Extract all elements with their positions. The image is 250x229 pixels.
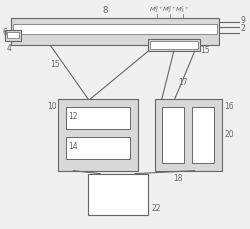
Bar: [148, 40, 200, 52]
Text: 15: 15: [200, 46, 210, 55]
Bar: [13, 25, 218, 34]
Bar: [162, 108, 184, 163]
Text: $M_1^{B+}$: $M_1^{B+}$: [150, 4, 164, 15]
Bar: [155, 100, 222, 171]
Text: 15: 15: [50, 60, 60, 69]
Text: 2: 2: [240, 24, 245, 33]
Text: 18: 18: [173, 173, 182, 182]
Text: 14: 14: [68, 141, 78, 150]
Bar: [5, 30, 20, 42]
Text: 9: 9: [240, 16, 245, 25]
Text: $M_3^{C+}$: $M_3^{C+}$: [175, 4, 190, 15]
Text: $M_2^{B+}$: $M_2^{B+}$: [162, 4, 177, 15]
Text: 17: 17: [178, 78, 187, 87]
Text: 10: 10: [47, 102, 56, 111]
Bar: [66, 108, 130, 129]
Bar: [88, 174, 148, 215]
Text: 22: 22: [152, 203, 161, 212]
Text: 6: 6: [3, 28, 8, 37]
Bar: [58, 100, 138, 171]
Text: 16: 16: [224, 102, 234, 111]
Bar: [150, 42, 198, 50]
Text: 20: 20: [224, 129, 234, 138]
Text: 8: 8: [102, 5, 108, 15]
Bar: [66, 137, 130, 159]
Text: 4: 4: [6, 44, 11, 53]
Bar: [7, 32, 18, 39]
Text: 12: 12: [68, 112, 78, 120]
Bar: [11, 19, 220, 46]
Bar: [192, 108, 214, 163]
